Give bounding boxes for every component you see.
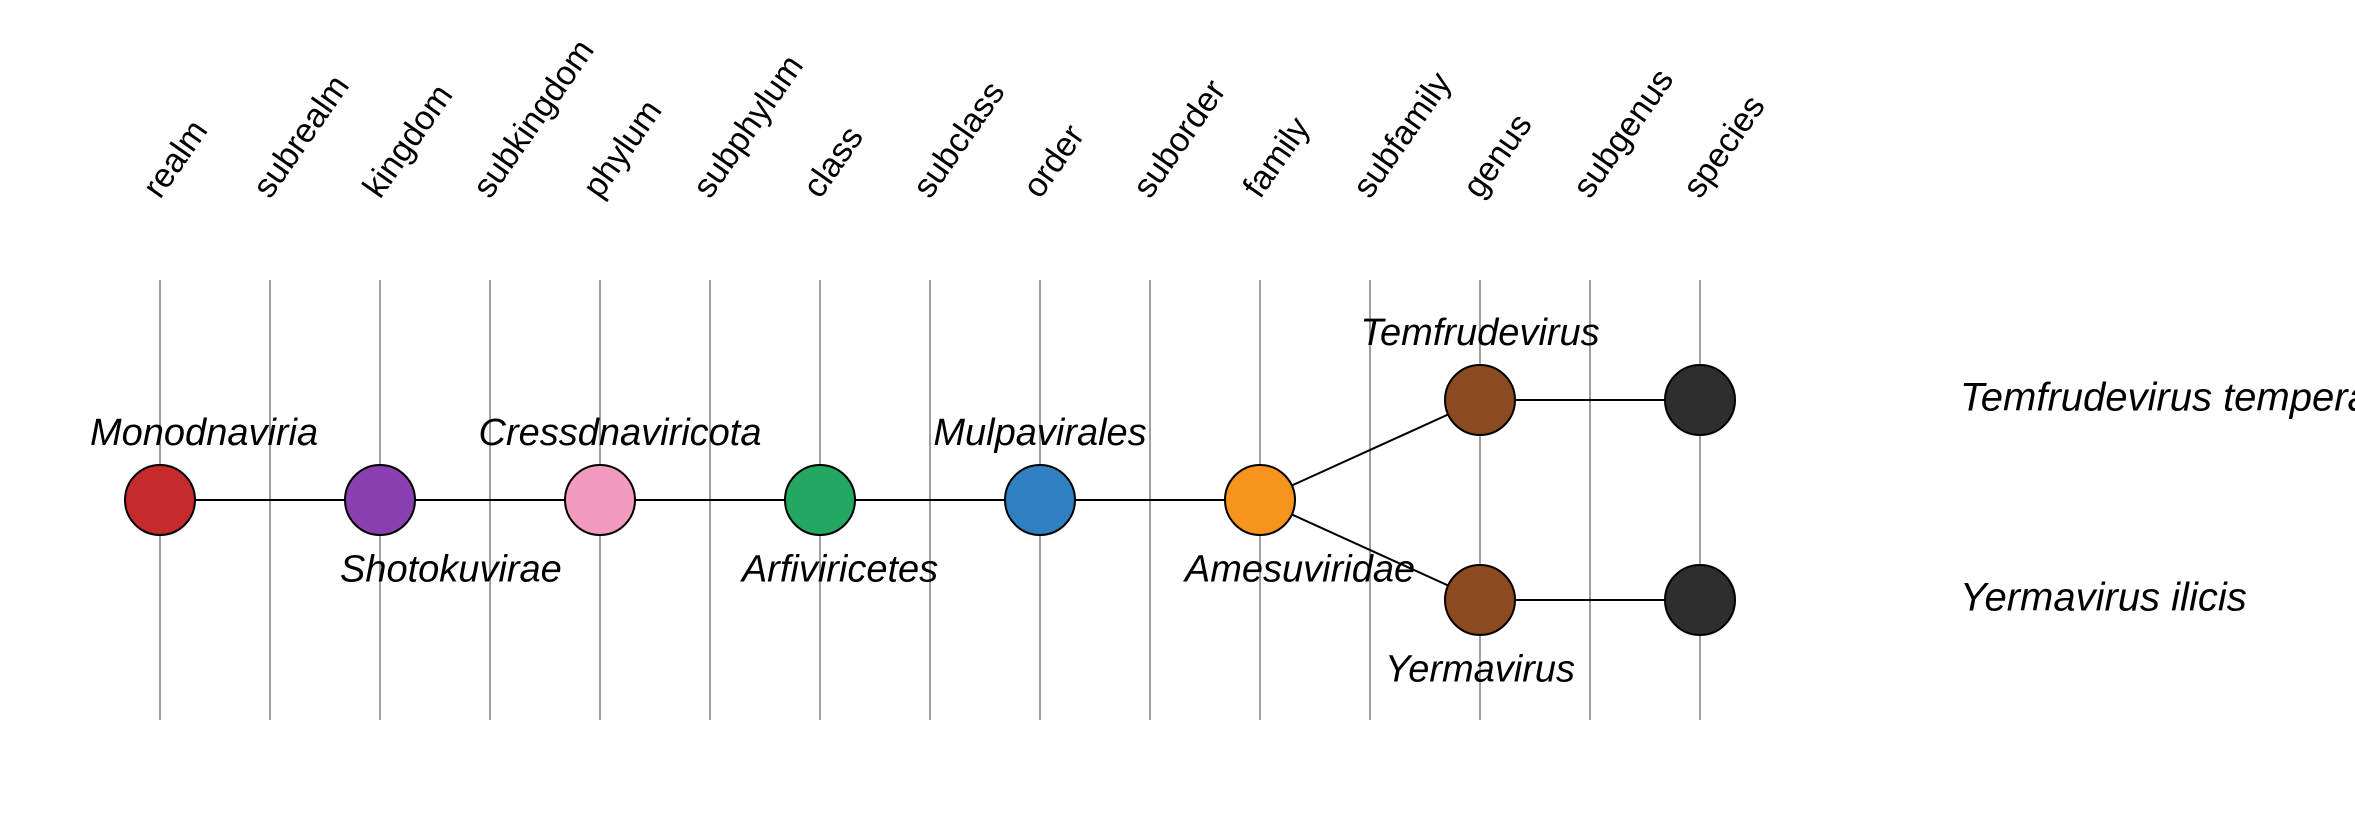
node-sp2 [1665,565,1735,635]
rank-label: subfamily [1345,65,1458,204]
node-label-sp1: Temfrudevirus temperatum [1960,376,2355,420]
node-label-sp2: Yermavirus ilicis [1960,576,2247,620]
node-kingdom [345,465,415,535]
node-label-family: Amesuviridae [1183,548,1415,590]
rank-label: kingdom [355,78,460,205]
node-order [1005,465,1075,535]
node-label-kingdom: Shotokuvirae [340,548,562,590]
node-label-phylum: Cressdnaviricota [479,412,762,454]
node-genus1 [1445,365,1515,435]
rank-label: subclass [905,74,1012,204]
node-label-class: Arfiviricetes [740,548,938,590]
rank-labels: realmsubrealmkingdomsubkingdomphylumsubp… [135,33,1772,205]
rank-label: phylum [575,93,669,205]
node-label-genus2: Yermavirus [1385,648,1575,690]
node-genus2 [1445,565,1515,635]
rank-label: genus [1455,107,1539,205]
node-family [1225,465,1295,535]
node-label-order: Mulpavirales [933,412,1146,454]
node-label-realm: Monodnaviria [90,412,318,454]
rank-label: order [1015,118,1092,205]
node-class [785,465,855,535]
rank-label: subphylum [685,48,810,204]
rank-label: class [795,119,871,204]
rank-label: subgenus [1565,62,1681,205]
node-labels: Monodnaviria Shotokuvirae Cressdnaviricota… [90,312,2355,690]
rank-label: subrealm [245,68,356,204]
rank-label: species [1675,88,1772,204]
rank-label: family [1235,110,1317,205]
node-realm [125,465,195,535]
node-label-genus1: Temfrudevirus [1360,312,1599,354]
taxonomy-diagram: realmsubrealmkingdomsubkingdomphylumsubp… [0,0,2355,821]
node-sp1 [1665,365,1735,435]
rank-label: realm [135,113,215,204]
node-phylum [565,465,635,535]
rank-label: suborder [1125,73,1233,205]
